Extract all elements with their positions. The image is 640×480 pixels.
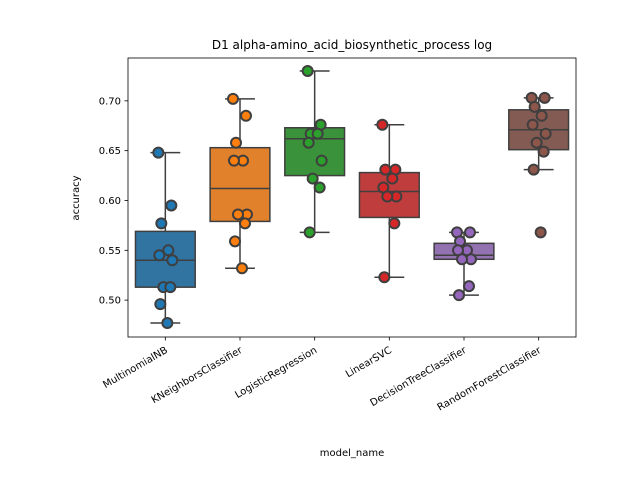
data-point <box>311 127 324 140</box>
data-point <box>534 226 547 239</box>
x-tick-label: LogisticRegression <box>233 345 319 401</box>
data-point <box>155 217 168 230</box>
y-tick-label: 0.60 <box>99 196 121 207</box>
box-group-5 <box>508 91 570 239</box>
data-point <box>386 172 399 185</box>
y-tick-label: 0.50 <box>99 296 121 307</box>
data-point <box>227 92 239 105</box>
data-point <box>239 217 251 230</box>
data-point <box>535 109 548 122</box>
data-point <box>306 172 319 185</box>
box-group-3 <box>358 118 420 284</box>
plot-frame <box>127 57 577 338</box>
data-point <box>315 154 328 167</box>
data-point <box>527 163 540 176</box>
data-point <box>240 109 252 122</box>
x-tick-label: MultinomialNB <box>101 345 170 391</box>
data-point <box>539 127 552 140</box>
y-tick-label: 0.55 <box>99 246 121 257</box>
data-point <box>162 244 175 257</box>
data-point <box>154 298 167 311</box>
data-point <box>388 217 401 230</box>
data-point <box>453 289 465 302</box>
box-group-2 <box>284 64 346 239</box>
y-tick-label: 0.65 <box>99 146 121 157</box>
data-point <box>152 146 165 159</box>
box-body <box>134 230 196 288</box>
data-point <box>161 317 174 330</box>
data-point <box>164 281 177 294</box>
data-point <box>378 271 391 284</box>
y-axis-label: accuracy <box>71 175 82 220</box>
data-point <box>376 118 389 131</box>
data-point <box>526 118 539 131</box>
data-point <box>302 136 315 149</box>
chart-title: D1 alpha-amino_acid_biosynthetic_process… <box>212 38 492 52</box>
data-point <box>528 100 541 113</box>
data-point <box>381 190 394 203</box>
data-point <box>153 249 166 262</box>
data-point <box>313 181 326 194</box>
data-point <box>379 163 392 176</box>
x-tick-label: LinearSVC <box>344 345 394 380</box>
data-point <box>165 199 178 212</box>
box-group-0 <box>134 146 196 330</box>
data-point <box>232 208 244 221</box>
data-point <box>537 145 550 158</box>
box-group-4 <box>433 226 495 302</box>
data-point <box>236 262 248 275</box>
data-point <box>463 280 475 293</box>
data-point <box>538 91 551 104</box>
data-point <box>230 136 242 149</box>
x-axis-label: model_name <box>320 448 385 459</box>
data-point <box>301 64 314 77</box>
y-tick-label: 0.70 <box>99 96 121 107</box>
data-point <box>464 226 476 239</box>
data-point <box>456 253 468 266</box>
data-point <box>530 136 543 149</box>
data-point <box>166 254 179 267</box>
box-group-1 <box>209 92 271 275</box>
data-point <box>229 235 241 248</box>
data-point <box>228 154 240 167</box>
data-point <box>303 226 316 239</box>
